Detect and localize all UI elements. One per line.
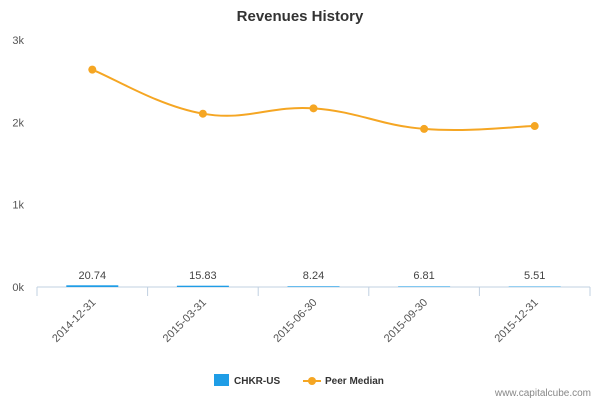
x-tick-label: 2014-12-31 bbox=[50, 297, 98, 345]
line-series-peer-median bbox=[88, 65, 539, 133]
y-tick-label: 0k bbox=[12, 282, 24, 294]
line-point bbox=[88, 65, 97, 74]
bar bbox=[287, 286, 340, 287]
y-axis: 0k 1k 2k 3k bbox=[12, 35, 24, 294]
line-point bbox=[309, 104, 318, 113]
y-tick-label: 3k bbox=[12, 35, 24, 47]
line-path bbox=[91, 68, 535, 132]
bar bbox=[176, 285, 229, 287]
x-axis: 2014-12-31 2015-03-31 2015-06-30 2015-09-30… bbox=[36, 286, 591, 345]
legend: CHKR-US Peer Median bbox=[214, 374, 384, 387]
legend-swatch-marker-peer-median bbox=[308, 377, 316, 385]
bar-data-labels: 20.74 15.83 8.24 6.81 5.51 bbox=[79, 270, 546, 282]
bar-series-chkr-us bbox=[66, 285, 561, 287]
bar-data-label: 15.83 bbox=[189, 270, 217, 282]
legend-label-peer-median: Peer Median bbox=[325, 376, 384, 387]
legend-swatch-chkr-us bbox=[214, 374, 229, 386]
line-point bbox=[198, 109, 207, 118]
chart-title: Revenues History bbox=[237, 8, 364, 25]
bar-data-label: 6.81 bbox=[413, 270, 434, 282]
y-tick-label: 2k bbox=[12, 117, 24, 129]
bar-data-label: 20.74 bbox=[79, 270, 107, 282]
legend-label-chkr-us: CHKR-US bbox=[234, 376, 280, 387]
x-tick-label: 2015-12-31 bbox=[493, 297, 541, 345]
y-tick-label: 1k bbox=[12, 200, 24, 212]
watermark: www.capitalcube.com bbox=[494, 388, 591, 399]
line-point bbox=[420, 124, 429, 133]
x-tick-label: 2015-03-31 bbox=[161, 297, 209, 345]
line-point bbox=[530, 122, 539, 131]
bar-data-label: 5.51 bbox=[524, 270, 545, 282]
x-tick-label: 2015-06-30 bbox=[271, 297, 319, 345]
bar bbox=[66, 285, 119, 287]
bar-data-label: 8.24 bbox=[303, 270, 324, 282]
bar bbox=[398, 286, 451, 287]
x-tick-label: 2015-09-30 bbox=[382, 297, 430, 345]
